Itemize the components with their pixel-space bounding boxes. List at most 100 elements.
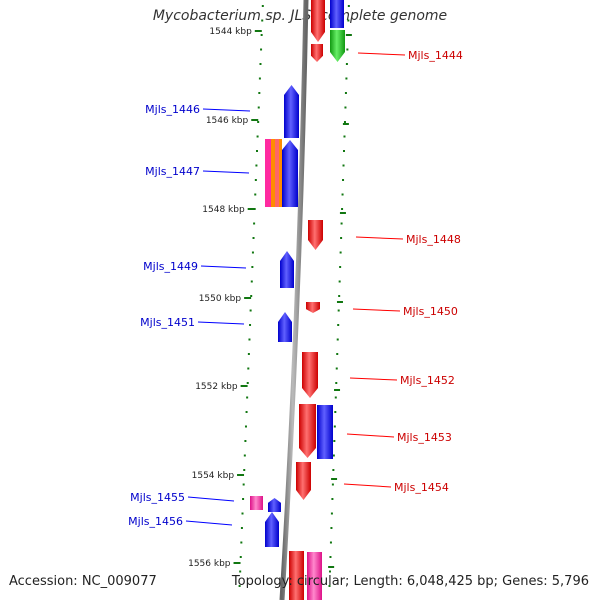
scale-label: 1556 kbp (188, 559, 231, 569)
gene-multicolor-stripe (279, 139, 282, 207)
outer-ring-dot (328, 570, 331, 573)
outer-ring-dot (331, 483, 334, 486)
gene-reverse-1456 (265, 512, 279, 547)
inner-ring-dot (243, 454, 246, 457)
scale-label: 1550 kbp (199, 294, 242, 304)
inner-ring-dot (257, 106, 260, 109)
label-leader-line (202, 108, 251, 112)
gene-green (330, 30, 345, 62)
inner-ring-dot (248, 338, 251, 341)
inner-ring-dot (257, 121, 260, 123)
gene-label-forward: Mjls_1452 (400, 374, 455, 387)
outer-ring-tick (328, 566, 335, 568)
label-leader-line (187, 496, 235, 502)
label-leader-line (352, 308, 401, 312)
inner-ring-dot (256, 135, 259, 138)
inner-ring-dot (255, 164, 258, 167)
gene-label-forward: Mjls_1453 (397, 431, 452, 444)
outer-ring-dot (337, 324, 340, 326)
gene-multicolor-stripe (271, 139, 275, 207)
gene-label-reverse: Mjls_1455 (130, 491, 185, 504)
gene-reverse-1447 (282, 140, 298, 207)
inner-ring-dot (238, 585, 241, 587)
gene-forward (311, 0, 325, 42)
inner-ring-dot (239, 570, 242, 573)
gene-multicolor-stripe (265, 139, 271, 207)
outer-ring-dot (336, 338, 339, 341)
gene-label-forward: Mjls_1454 (394, 481, 449, 494)
gene-label-reverse: Mjls_1451 (140, 316, 195, 329)
inner-ring-dot (259, 63, 262, 65)
inner-ring-dot (254, 179, 257, 181)
outer-ring-dot (329, 556, 332, 558)
inner-ring-dot (246, 382, 249, 384)
gene-reverse-block (317, 405, 333, 459)
inner-ring-dot (247, 367, 250, 370)
scale-label: 1546 kbp (206, 116, 249, 126)
inner-ring-dot (242, 483, 245, 486)
scale-major-tick (237, 474, 245, 476)
inner-ring-dot (250, 295, 253, 297)
inner-ring-dot (249, 324, 252, 326)
outer-ring-tick (339, 212, 346, 214)
scale-major-tick (254, 30, 262, 32)
gene-label-reverse: Mjls_1447 (145, 165, 200, 178)
label-leader-line (357, 52, 406, 56)
outer-ring-tick (345, 34, 352, 36)
gene-forward-1453 (299, 404, 316, 458)
inner-ring-dot (241, 512, 244, 515)
inner-ring-dot (260, 34, 263, 36)
inner-ring-dot (261, 5, 264, 7)
label-leader-line (197, 321, 245, 325)
outer-ring-dot (343, 150, 345, 152)
inner-ring-dot (240, 527, 243, 529)
accession-text: Accession: NC_009077 (9, 574, 157, 589)
gene-label-forward: Mjls_1444 (408, 49, 463, 62)
label-leader-line (202, 170, 250, 174)
label-leader-line (185, 520, 233, 526)
outer-ring-dot (346, 48, 349, 51)
outer-ring-dot (345, 77, 348, 80)
inner-ring-dot (245, 411, 248, 413)
scale-major-tick (240, 385, 248, 387)
outer-ring-dot (344, 106, 347, 109)
outer-ring-dot (334, 411, 337, 413)
outer-ring-dot (332, 454, 335, 457)
scale-label: 1544 kbp (209, 27, 252, 37)
genome-summary-text: Topology: circular; Length: 6,048,425 bp… (231, 574, 589, 589)
gene-forward-1450 (306, 302, 320, 313)
inner-ring-dot (256, 150, 258, 152)
outer-ring-dot (347, 5, 350, 7)
outer-ring-dot (335, 382, 338, 384)
gene-forward-1454 (296, 462, 311, 500)
outer-ring-dot (329, 541, 332, 544)
map-title: Mycobacterium sp. JLS, complete genome (152, 8, 448, 24)
outer-ring-dot (338, 295, 341, 297)
label-leader-line (346, 433, 395, 438)
outer-ring-dot (337, 309, 340, 312)
outer-ring-dot (343, 135, 346, 138)
gene-reverse (330, 0, 344, 28)
inner-ring-dot (260, 48, 263, 51)
inner-ring-dot (251, 266, 254, 268)
inner-ring-dot (250, 280, 253, 283)
gene-reverse-1455 (268, 498, 281, 512)
inner-ring-dot (246, 396, 249, 399)
gene-reverse-1451 (278, 312, 292, 342)
outer-ring-dot (339, 266, 342, 268)
scale-major-tick (251, 119, 259, 121)
outer-ring-tick (342, 123, 349, 125)
outer-ring-dot (335, 367, 338, 370)
outer-ring-dot (333, 425, 336, 428)
gene-forward (311, 44, 323, 62)
scale-label: 1554 kbp (192, 471, 235, 481)
outer-ring-tick (336, 301, 343, 303)
scale-label: 1548 kbp (202, 205, 245, 215)
outer-ring-dot (330, 512, 333, 515)
outer-ring-dot (336, 353, 339, 355)
inner-ring-dot (252, 237, 255, 239)
gene-pink (307, 552, 322, 600)
outer-ring-dot (330, 527, 333, 529)
scale-major-tick (233, 562, 241, 564)
